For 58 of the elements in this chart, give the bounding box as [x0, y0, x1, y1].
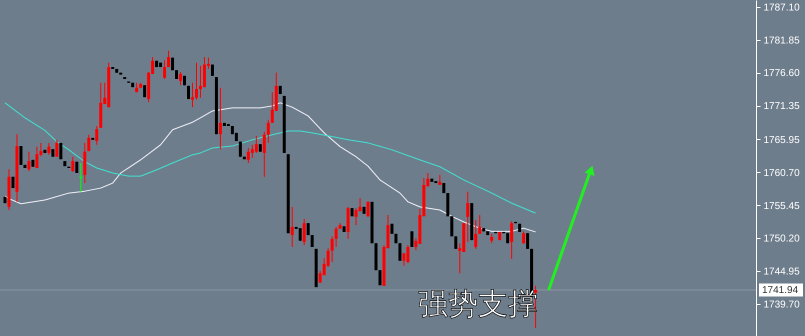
y-tick-label: 1760.70 [764, 168, 800, 179]
candlestick [406, 244, 410, 264]
candlestick [83, 142, 86, 184]
candlestick [366, 200, 370, 218]
candlestick [254, 136, 258, 154]
candlestick [298, 228, 302, 242]
candlestick [478, 214, 482, 234]
candlestick [510, 220, 514, 260]
candlestick [522, 230, 526, 244]
candlestick [474, 220, 478, 250]
candlestick [35, 146, 38, 168]
candlestick [454, 236, 458, 250]
candlestick [55, 139, 58, 158]
candlestick [346, 206, 350, 240]
candlestick [87, 134, 90, 152]
candlestick [71, 156, 74, 172]
candlestick [398, 242, 402, 262]
y-tick-label: 1771.35 [764, 101, 800, 112]
y-tick-label: 1744.95 [764, 266, 800, 278]
candlestick [171, 57, 174, 71]
candlestick [27, 151, 30, 172]
candlestick [446, 192, 450, 217]
candlestick [330, 236, 334, 263]
y-tick-label: 1755.45 [764, 200, 800, 212]
candlestick [410, 230, 414, 248]
candlestick [163, 60, 166, 80]
y-tick-label: 1776.60 [764, 68, 800, 80]
candlestick [238, 141, 242, 158]
y-tick-label: 1739.70 [764, 300, 800, 311]
candlestick [167, 50, 170, 68]
candlestick [190, 82, 194, 108]
candlestick [354, 208, 358, 226]
candlestick [179, 72, 182, 86]
candlestick [19, 146, 22, 166]
candlestick [438, 174, 442, 186]
candlestick [202, 56, 206, 88]
y-tick-label: 1781.85 [764, 35, 800, 46]
ref-line-label: 1741.94 [762, 284, 799, 296]
candlestick [194, 62, 198, 100]
candlestick [198, 65, 202, 98]
y-tick-label: 1750.20 [764, 234, 800, 245]
candlestick [290, 206, 294, 248]
candlestick [210, 64, 214, 76]
candlestick [250, 144, 254, 158]
candlestick [246, 147, 250, 164]
candlestick [218, 87, 222, 150]
candlestick [334, 226, 338, 248]
y-tick-label: 1787.10 [764, 2, 800, 14]
candlestick [302, 218, 306, 246]
candlestick [526, 232, 530, 250]
candlestick [310, 234, 314, 248]
candlestick [47, 142, 50, 156]
y-tick-label: 1765.95 [764, 134, 800, 146]
candlestick [450, 216, 454, 237]
candlestick [466, 191, 470, 242]
candlestick [490, 233, 494, 244]
candlestick [266, 119, 270, 144]
candlestick [262, 131, 266, 178]
